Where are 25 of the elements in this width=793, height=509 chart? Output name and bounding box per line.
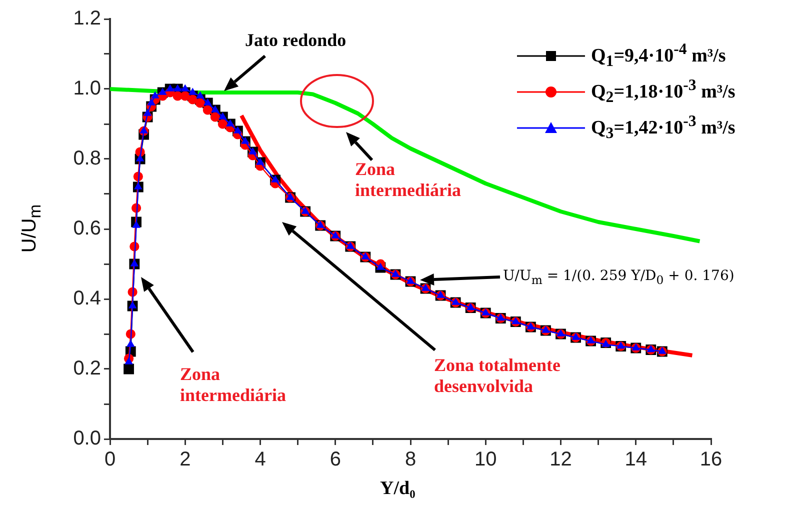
y-tick-label: 0.4 <box>73 288 101 310</box>
y-tick-label: 0.0 <box>73 428 101 450</box>
x-tick-label: 16 <box>700 448 722 471</box>
legend-label: Q$_{3}$=1,42·10$^{-3}$ m³/s <box>591 112 736 144</box>
annotation: U/U$_{m}$ = 1/(0. 259 Y/D$_{0}$ + 0. 176) <box>503 267 736 289</box>
legend-label: Q$_{1}$=9,4·10$^{-4}$ m³/s <box>591 40 726 72</box>
x-tick-label: 8 <box>404 448 416 471</box>
x-tick-label: 4 <box>254 448 266 471</box>
annotation: Zona intermediária <box>355 159 462 201</box>
y-tick-label: 0.2 <box>73 358 101 380</box>
x-tick-label: 10 <box>474 448 497 471</box>
annotation: Zona totalmente desenvolvida <box>434 355 562 397</box>
annotation: Zona intermediária <box>180 364 287 406</box>
y-tick-label: 1.0 <box>73 78 101 100</box>
x-tick-label: 12 <box>550 448 572 471</box>
x-tick-label: 14 <box>624 448 647 471</box>
x-axis-title: Y/d₀ <box>380 478 416 500</box>
x-tick-label: 6 <box>330 448 341 471</box>
legend-label: Q$_{2}$=1,18·10$^{-3}$ m³/s <box>591 76 736 108</box>
y-tick-label: 1.2 <box>73 8 101 30</box>
y-tick-label: 0.8 <box>73 148 101 170</box>
x-tick-label: 0 <box>104 448 116 471</box>
y-tick-label: 0.6 <box>73 218 101 240</box>
x-tick-label: 2 <box>180 448 191 471</box>
annotation: Jato redondo <box>245 30 346 51</box>
